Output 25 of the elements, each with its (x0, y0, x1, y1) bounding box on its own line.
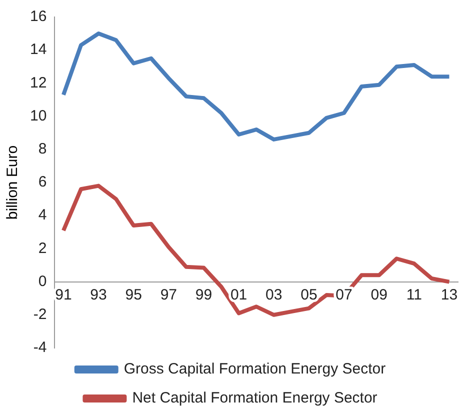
y-tick-label: 2 (38, 240, 47, 257)
x-tick-label: 97 (160, 286, 178, 304)
x-tick-label: 09 (370, 286, 388, 304)
x-tick-label: 91 (55, 286, 72, 304)
y-tick-label: 0 (38, 272, 47, 290)
legend-label: Gross Capital Formation Energy Sector (124, 360, 386, 378)
y-tick-label: -4 (33, 339, 47, 356)
y-tick-label: 6 (38, 174, 47, 191)
x-tick-label: 95 (125, 286, 142, 304)
legend-label: Net Capital Formation Energy Sector (132, 390, 378, 407)
x-tick-label: 05 (300, 286, 318, 304)
x-tick-label: 13 (440, 286, 458, 304)
x-tick-label: 03 (266, 286, 282, 304)
y-tick-label: 4 (38, 206, 47, 224)
y-tick-label: 14 (30, 41, 47, 58)
x-tick-label: 99 (195, 286, 212, 304)
y-tick-label: 12 (30, 74, 47, 92)
y-tick-label: 16 (30, 8, 47, 26)
y-tick-label: -2 (33, 306, 47, 324)
y-axis-title: billion Euro (4, 145, 22, 220)
y-tick-label: 10 (30, 107, 47, 124)
x-tick-label: 93 (90, 286, 107, 304)
x-tick-label: 01 (230, 286, 248, 304)
y-tick-label: 8 (38, 140, 47, 158)
x-tick-label: 11 (406, 286, 422, 304)
